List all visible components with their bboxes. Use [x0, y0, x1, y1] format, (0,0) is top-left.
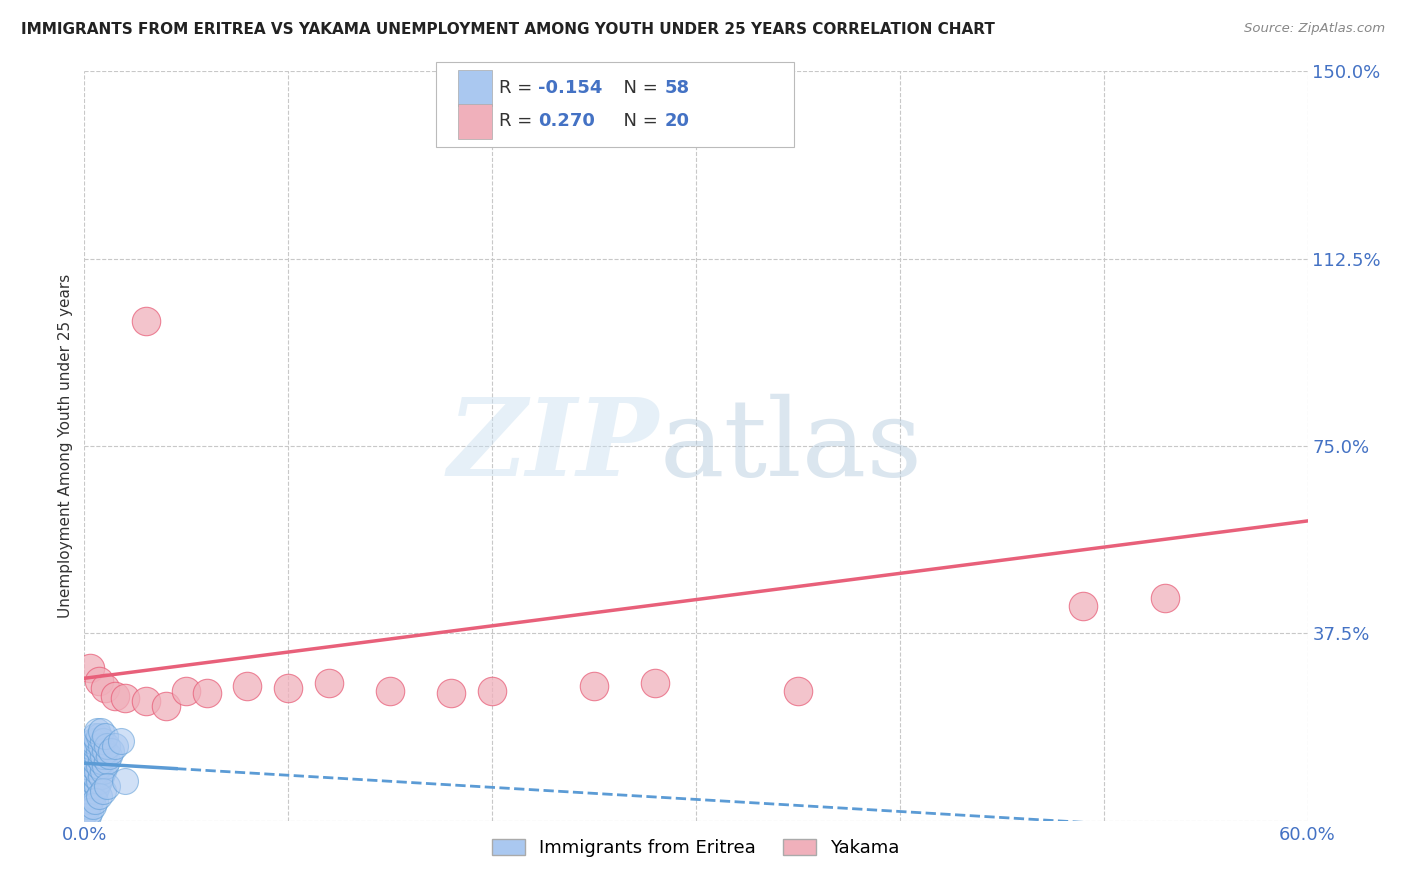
Point — [83, 769, 105, 783]
Point — [96, 754, 118, 768]
Text: 0.270: 0.270 — [538, 112, 595, 130]
Point — [195, 686, 218, 700]
Point — [82, 789, 104, 803]
Point — [1073, 599, 1095, 613]
Point — [380, 683, 402, 698]
Point — [75, 773, 97, 788]
Text: 58: 58 — [665, 79, 690, 97]
Point — [91, 783, 114, 797]
Point — [787, 683, 810, 698]
Text: N =: N = — [612, 79, 664, 97]
Point — [236, 679, 259, 693]
Point — [86, 779, 108, 793]
Point — [104, 689, 127, 703]
Point — [87, 773, 110, 788]
Point — [79, 739, 101, 753]
Text: R =: R = — [499, 112, 538, 130]
Point — [87, 744, 110, 758]
Point — [77, 808, 100, 822]
Point — [318, 676, 340, 690]
Text: Source: ZipAtlas.com: Source: ZipAtlas.com — [1244, 22, 1385, 36]
Point — [75, 764, 97, 778]
Point — [87, 758, 110, 772]
Point — [110, 733, 132, 747]
Point — [440, 686, 463, 700]
Point — [96, 739, 118, 753]
Point — [75, 804, 97, 818]
Text: -0.154: -0.154 — [538, 79, 603, 97]
Point — [83, 754, 105, 768]
Point — [90, 739, 112, 753]
Point — [100, 744, 122, 758]
Point — [77, 798, 100, 813]
Point — [79, 794, 101, 808]
Point — [87, 729, 110, 743]
Point — [86, 733, 108, 747]
Point — [83, 729, 105, 743]
Point — [90, 769, 112, 783]
Point — [86, 764, 108, 778]
Point — [114, 773, 136, 788]
Legend: Immigrants from Eritrea, Yakama: Immigrants from Eritrea, Yakama — [485, 831, 907, 864]
Point — [90, 754, 112, 768]
Point — [83, 794, 105, 808]
Point — [83, 783, 105, 797]
Point — [583, 679, 606, 693]
Point — [155, 698, 177, 713]
Point — [86, 748, 108, 763]
Point — [91, 733, 114, 747]
Text: IMMIGRANTS FROM ERITREA VS YAKAMA UNEMPLOYMENT AMONG YOUTH UNDER 25 YEARS CORREL: IMMIGRANTS FROM ERITREA VS YAKAMA UNEMPL… — [21, 22, 995, 37]
Point — [79, 779, 101, 793]
Point — [83, 739, 105, 753]
Point — [135, 694, 157, 708]
Point — [79, 764, 101, 778]
Point — [79, 748, 101, 763]
Point — [93, 729, 115, 743]
Point — [91, 748, 114, 763]
Text: ZIP: ZIP — [449, 393, 659, 499]
Point — [93, 681, 115, 696]
Point — [97, 748, 120, 763]
Point — [481, 683, 503, 698]
Point — [91, 764, 114, 778]
Point — [77, 754, 100, 768]
Point — [82, 773, 104, 788]
Point — [114, 691, 136, 706]
Text: 20: 20 — [665, 112, 690, 130]
Point — [79, 804, 101, 818]
Point — [277, 681, 299, 696]
Point — [77, 783, 100, 797]
Y-axis label: Unemployment Among Youth under 25 years: Unemployment Among Youth under 25 years — [58, 274, 73, 618]
Point — [90, 723, 112, 738]
Point — [82, 744, 104, 758]
Point — [644, 676, 666, 690]
Point — [93, 744, 115, 758]
Point — [77, 744, 100, 758]
Point — [87, 673, 110, 688]
Point — [75, 789, 97, 803]
Point — [82, 733, 104, 747]
Point — [93, 758, 115, 772]
Point — [75, 758, 97, 772]
Point — [82, 758, 104, 772]
Point — [104, 739, 127, 753]
Point — [82, 798, 104, 813]
Point — [174, 683, 197, 698]
Point — [87, 789, 110, 803]
Text: R =: R = — [499, 79, 538, 97]
Point — [86, 723, 108, 738]
Point — [96, 779, 118, 793]
Point — [77, 769, 100, 783]
Text: atlas: atlas — [659, 393, 922, 499]
Point — [1154, 591, 1177, 606]
Point — [135, 314, 157, 328]
Point — [79, 661, 101, 675]
Text: N =: N = — [612, 112, 664, 130]
